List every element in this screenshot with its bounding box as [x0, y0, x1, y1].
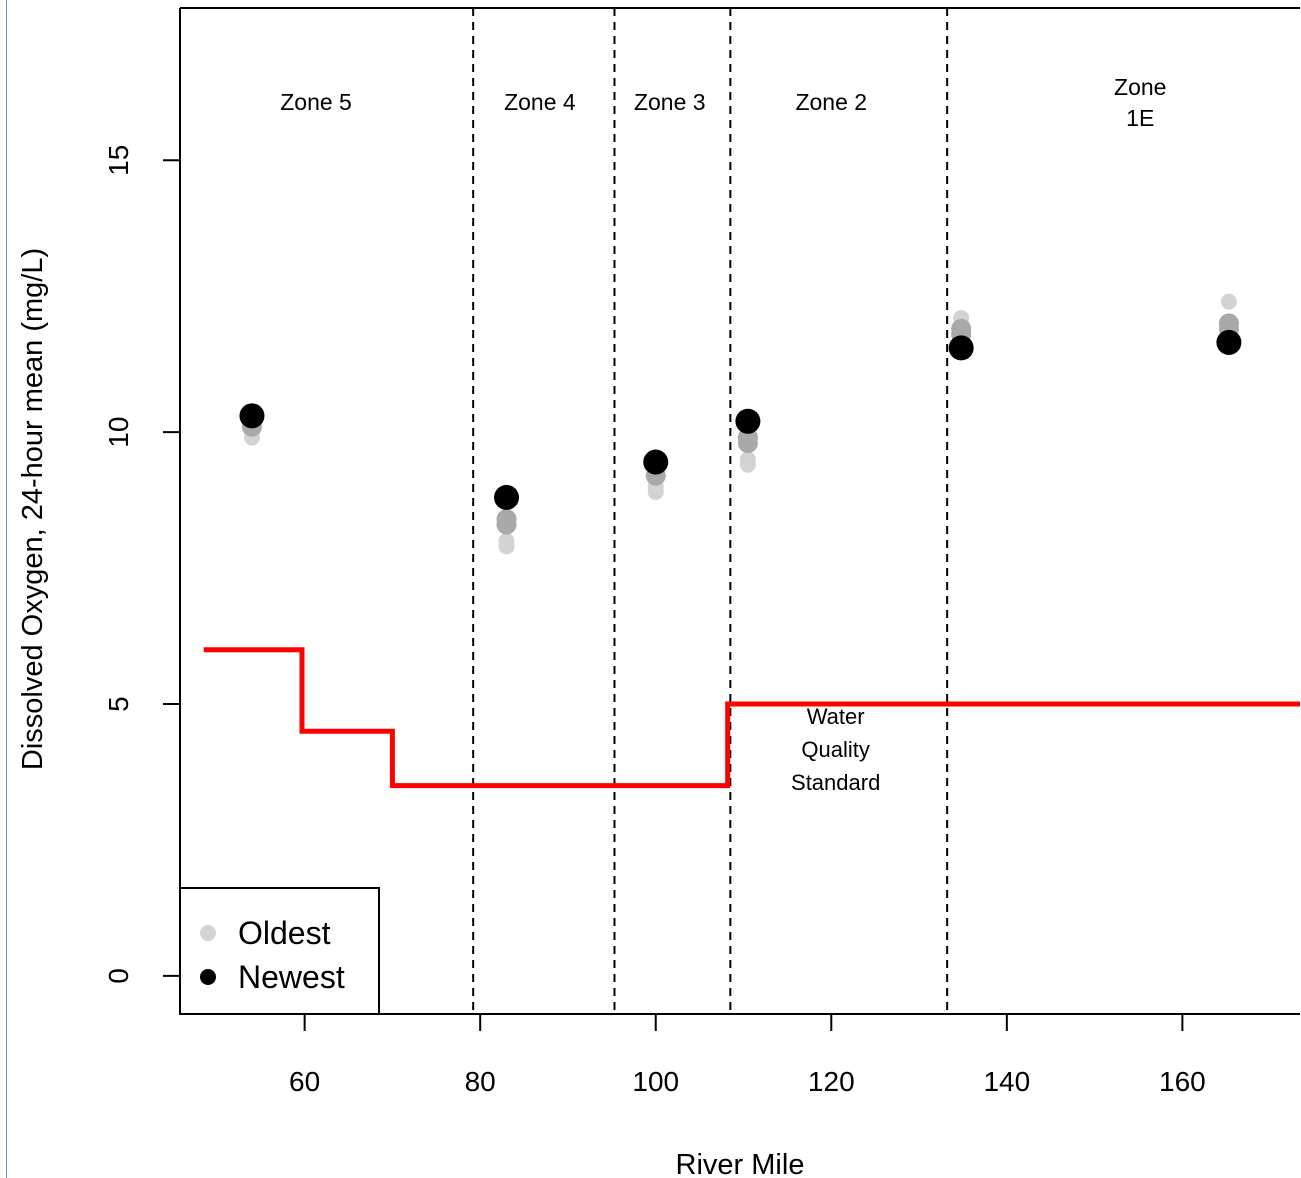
y-tick-label-10: 10 — [103, 417, 134, 448]
data-point-newest-6 — [1216, 329, 1242, 355]
water-quality-standard-label-line-2: Quality — [801, 737, 869, 762]
data-point-newest-4 — [735, 408, 761, 434]
data-point-intermediate-3 — [496, 509, 517, 530]
data-point-oldest-4 — [498, 532, 515, 549]
data-point-intermediate-8 — [951, 318, 972, 339]
zone-label-1: Zone 5 — [280, 89, 352, 115]
water-quality-standard-label-line-1: Water — [807, 704, 865, 729]
data-point-newest-5 — [948, 335, 974, 361]
water-quality-standard-label-line-3: Standard — [791, 770, 880, 795]
zone-label-5-line-1: Zone — [1114, 74, 1166, 100]
legend-label-newest: Newest — [238, 959, 345, 995]
legend-label-oldest: Oldest — [238, 915, 331, 951]
data-point-oldest-8 — [739, 451, 756, 468]
x-axis-title: River Mile — [676, 1149, 805, 1178]
zone-label-3: Zone 3 — [634, 89, 706, 115]
water-quality-standard-line — [203, 647, 1300, 789]
x-tick-label-160: 160 — [1159, 1066, 1206, 1097]
data-point-oldest-10 — [1220, 293, 1237, 310]
legend-marker-newest — [200, 969, 216, 985]
y-axis-title: Dissolved Oxygen, 24-hour mean (mg/L) — [17, 248, 49, 770]
x-tick-label-100: 100 — [632, 1066, 679, 1097]
x-tick-label-60: 60 — [289, 1066, 320, 1097]
zone-label-4: Zone 2 — [795, 89, 867, 115]
x-tick-label-80: 80 — [465, 1066, 496, 1097]
left-border-rule — [6, 0, 7, 1178]
zone-label-2: Zone 4 — [504, 89, 576, 115]
zone-label-5-line-2: 1E — [1126, 105, 1154, 131]
legend-marker-oldest — [200, 925, 216, 941]
legend-box — [179, 887, 380, 1015]
data-point-newest-2 — [494, 484, 520, 510]
y-tick-label-15: 15 — [103, 145, 134, 176]
x-tick-label-140: 140 — [983, 1066, 1030, 1097]
y-tick-label-0: 0 — [103, 968, 134, 984]
data-point-intermediate-10 — [1218, 313, 1239, 334]
data-point-newest-1 — [239, 403, 265, 429]
data-point-newest-3 — [643, 449, 669, 475]
x-tick-label-120: 120 — [808, 1066, 855, 1097]
y-tick-label-5: 5 — [103, 696, 134, 712]
